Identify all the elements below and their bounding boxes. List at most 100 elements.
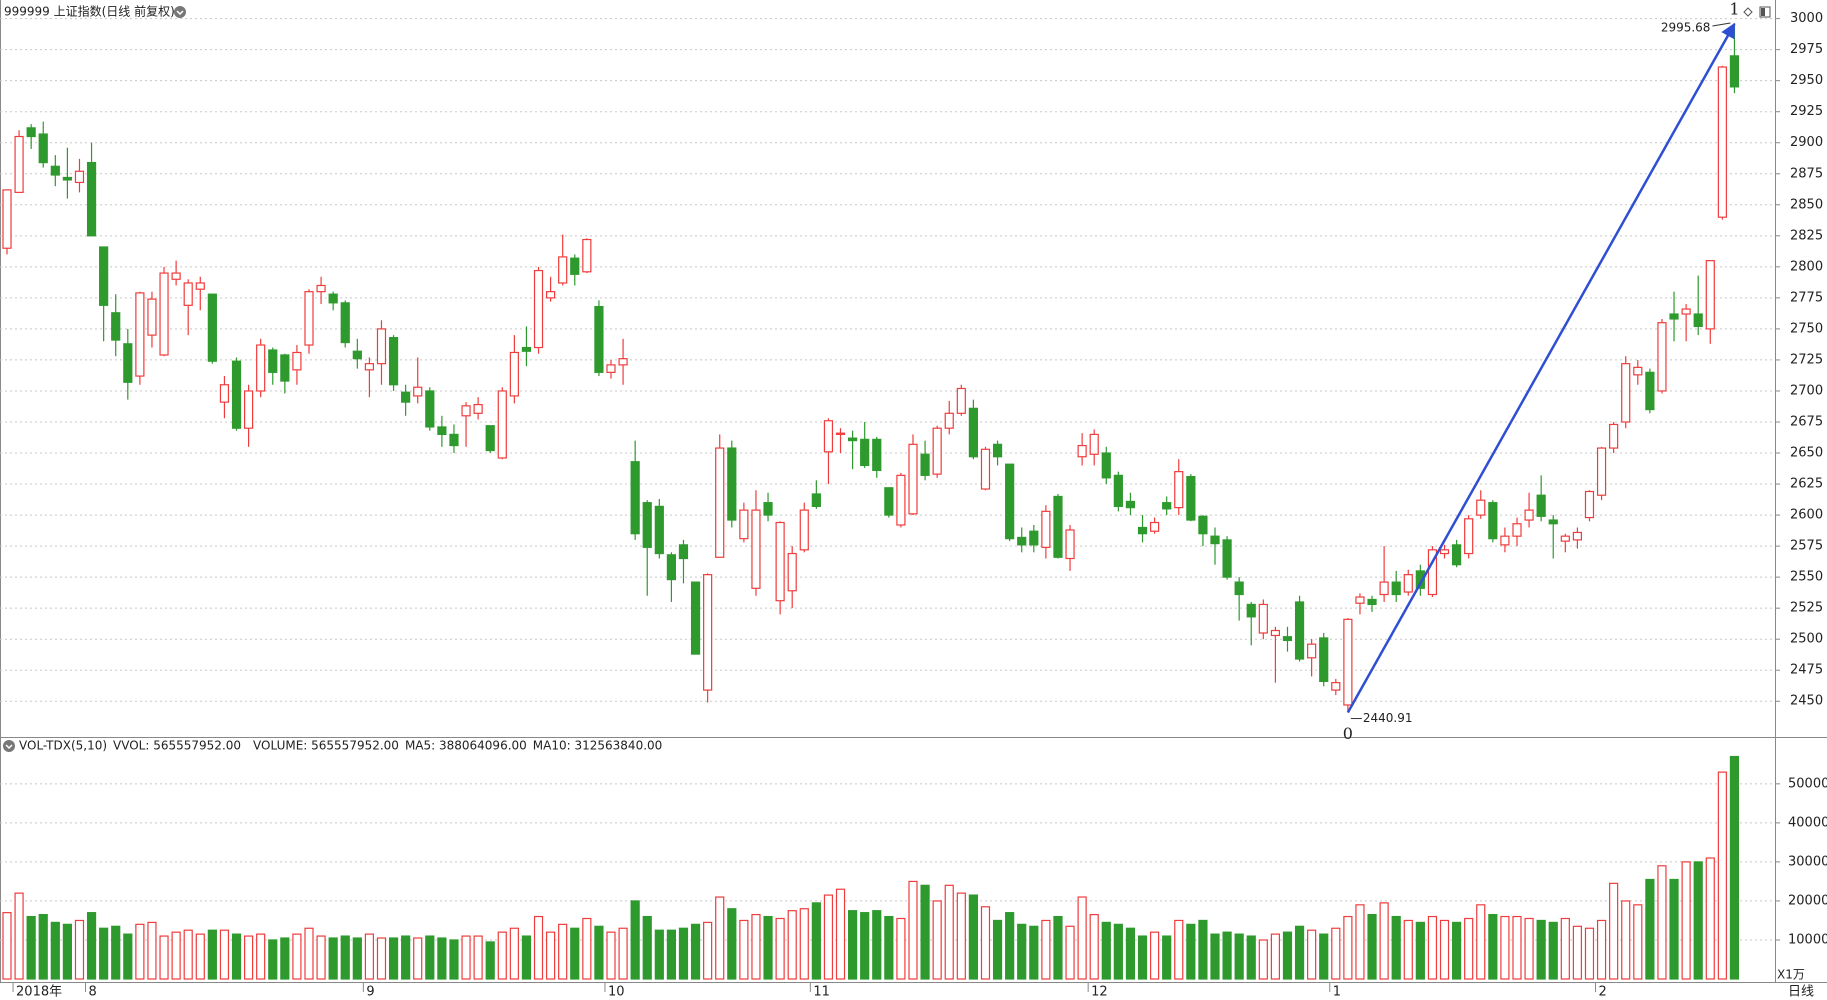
volume-bar xyxy=(787,910,797,980)
candle-body xyxy=(920,453,930,476)
y-tick-label: 2850 xyxy=(1790,197,1823,212)
volume-bar xyxy=(86,912,97,980)
y-tick-label: 2625 xyxy=(1790,477,1823,492)
y-tick-label: 2550 xyxy=(1790,570,1823,585)
candle-body xyxy=(509,351,519,397)
candle-body xyxy=(425,390,435,428)
volume-bar xyxy=(1669,878,1679,980)
volume-bar xyxy=(364,933,374,980)
volume-bar xyxy=(1609,882,1619,980)
candle-body xyxy=(1186,476,1196,521)
volume-bar xyxy=(533,915,544,980)
volume-bar xyxy=(509,927,519,980)
candle-body xyxy=(835,432,846,436)
candle-body xyxy=(195,282,205,290)
candle-body xyxy=(1113,474,1123,507)
volume-bar xyxy=(1427,915,1438,980)
candle-body xyxy=(304,291,314,346)
volume-bar xyxy=(956,892,966,980)
volume-bar xyxy=(582,917,592,980)
candle-body xyxy=(316,284,326,293)
candle-body xyxy=(207,293,217,362)
y-tick-label: 2700 xyxy=(1790,383,1823,398)
candle-body xyxy=(1222,539,1232,578)
candle-body xyxy=(908,443,918,515)
volume-bar xyxy=(739,919,749,980)
candle-body xyxy=(256,344,266,392)
candle-body xyxy=(1705,260,1715,330)
volume-bar xyxy=(2,912,12,980)
candle-body xyxy=(1439,549,1450,555)
volume-bar xyxy=(268,939,278,980)
volume-bar xyxy=(811,902,821,980)
x-tick-label: 2 xyxy=(1599,985,1607,1000)
x-tick-label: 2018年 xyxy=(16,985,62,1000)
y-tick-label: 2800 xyxy=(1790,259,1823,274)
candle-body xyxy=(1681,308,1691,315)
candle-body xyxy=(739,509,749,540)
volume-bar xyxy=(690,923,701,980)
volume-bar xyxy=(703,921,713,980)
volume-bar xyxy=(992,919,1003,980)
volume-bar xyxy=(183,929,193,980)
candle-body xyxy=(715,447,725,558)
candle-body xyxy=(231,360,242,429)
candle-body xyxy=(582,238,592,273)
candle-body xyxy=(823,420,834,453)
candle-body xyxy=(1005,463,1015,540)
diamond-icon[interactable] xyxy=(1743,7,1753,17)
candle-body xyxy=(1379,581,1389,596)
volume-bar xyxy=(147,921,157,980)
candle-body xyxy=(1609,423,1619,449)
y-tick-label: 20000 xyxy=(1788,893,1827,908)
candle-body xyxy=(1621,363,1631,423)
candle-body xyxy=(847,437,858,442)
volume-bar xyxy=(1355,904,1365,980)
volume-bar xyxy=(606,931,616,980)
candle-body xyxy=(1282,636,1293,642)
volume-menu-icon[interactable] xyxy=(3,740,15,752)
window-icon-fill xyxy=(1761,8,1765,16)
volume-bar xyxy=(26,915,36,980)
volume-bar xyxy=(1307,929,1317,980)
period-label: 日线 xyxy=(1788,985,1814,1000)
candle-body xyxy=(1451,544,1462,566)
volume-bar xyxy=(920,884,930,980)
candle-body xyxy=(99,246,109,306)
candle-body xyxy=(872,438,882,471)
y-tick-label: 2950 xyxy=(1790,73,1823,88)
candle-body xyxy=(364,363,374,371)
candle-body xyxy=(1331,682,1341,691)
volume-bar xyxy=(473,935,483,980)
candle-body xyxy=(183,282,193,306)
candle-body xyxy=(1717,66,1727,218)
volume-bar xyxy=(376,937,387,980)
y-tick-label: 2650 xyxy=(1790,446,1823,461)
candle-body xyxy=(1415,570,1425,589)
candle-body xyxy=(26,127,36,138)
volume-bar xyxy=(1705,857,1715,980)
candle-body xyxy=(775,521,785,602)
volume-bar xyxy=(1343,915,1353,980)
x-tick-label: 1 xyxy=(1333,985,1341,1000)
chart-title: 999999 上证指数(日线 前复权) xyxy=(4,4,175,19)
candle-body xyxy=(799,509,809,551)
candle-body xyxy=(727,447,737,521)
candle-body xyxy=(328,293,338,304)
candle-body xyxy=(570,257,580,275)
candle-body xyxy=(1464,518,1474,555)
volume-bar xyxy=(123,933,133,980)
candle-body xyxy=(968,407,979,458)
candle-body xyxy=(1560,535,1570,542)
volume-bar xyxy=(135,923,145,980)
volume-bar xyxy=(1645,878,1655,980)
title-menu-icon[interactable] xyxy=(174,6,186,18)
candle-body xyxy=(1029,530,1039,546)
candle-body xyxy=(449,433,459,447)
candle-body xyxy=(860,438,870,467)
candle-body xyxy=(1403,574,1413,593)
y-tick-label: 40000 xyxy=(1788,815,1827,830)
candle-body xyxy=(1089,433,1099,455)
window-icon[interactable] xyxy=(1759,6,1771,18)
volume-bar xyxy=(1319,933,1329,980)
